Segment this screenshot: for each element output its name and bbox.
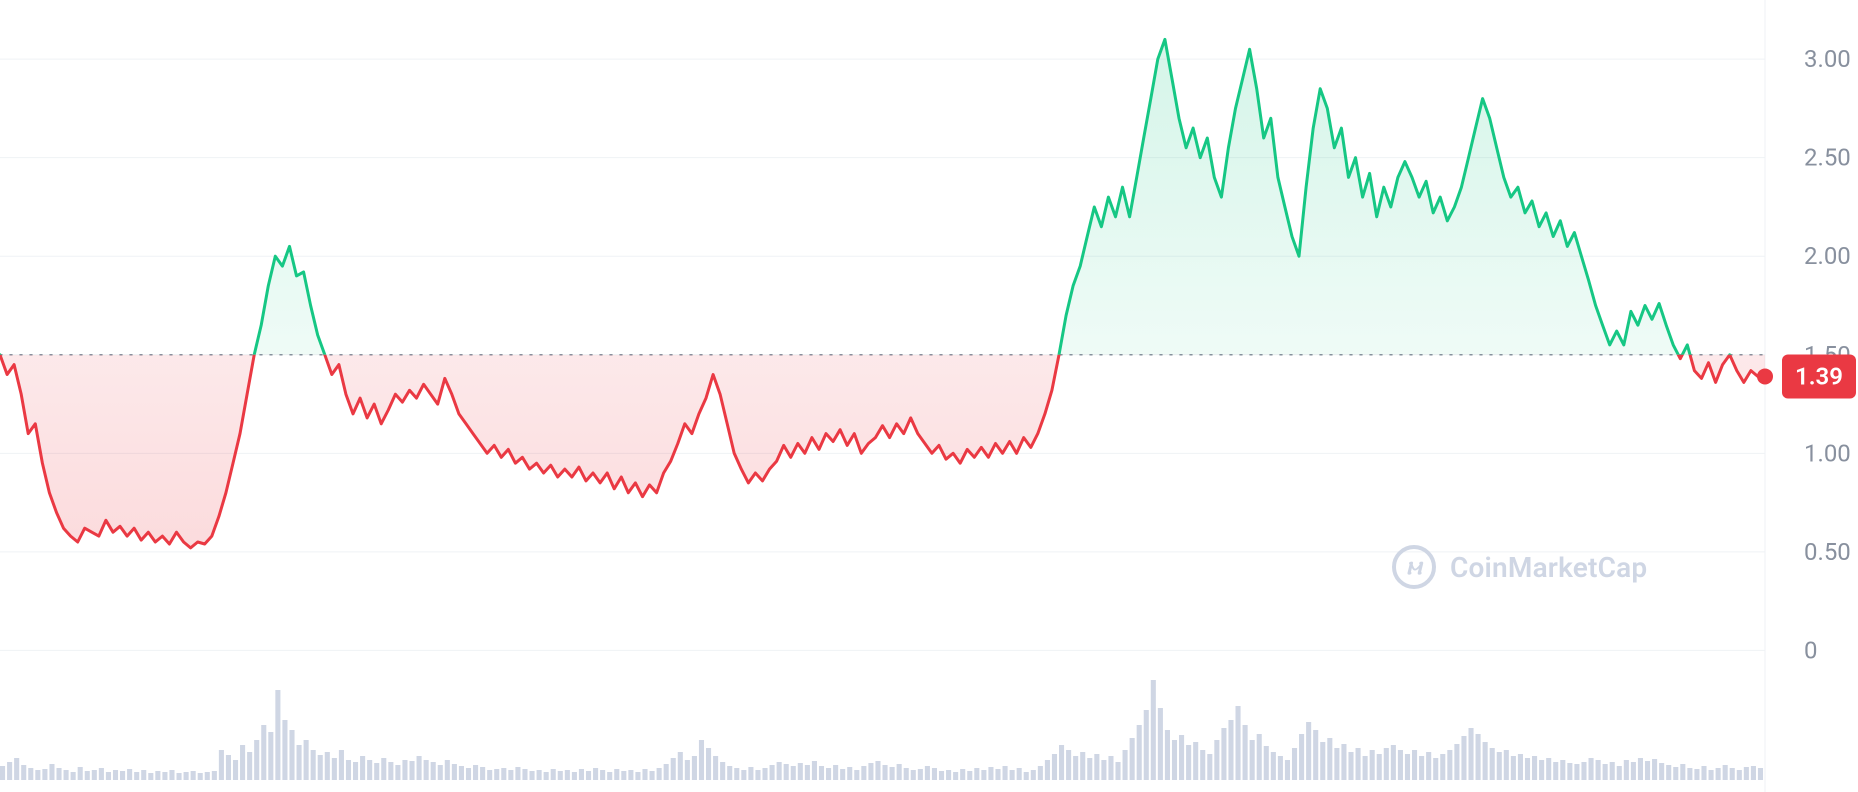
svg-text:2.50: 2.50 <box>1804 144 1851 172</box>
svg-text:0: 0 <box>1804 636 1818 664</box>
svg-text:3.00: 3.00 <box>1804 45 1851 73</box>
current-price-label: 1.39 <box>1795 362 1843 390</box>
volume-bars <box>0 680 1763 780</box>
watermark-text: CoinMarketCap <box>1450 551 1647 584</box>
coinmarketcap-logo-icon: ⲙ <box>1392 545 1436 589</box>
last-price-dot <box>1757 368 1773 384</box>
price-chart-container: 00.501.001.502.002.503.00 JunAugOct22023… <box>0 0 1858 792</box>
svg-text:0.50: 0.50 <box>1804 538 1851 566</box>
svg-text:2.00: 2.00 <box>1804 242 1851 270</box>
svg-text:1.00: 1.00 <box>1804 439 1851 467</box>
chart-svg[interactable]: 00.501.001.502.002.503.00 JunAugOct22023… <box>0 0 1858 792</box>
watermark: ⲙ CoinMarketCap <box>1392 545 1647 589</box>
area-fill <box>0 39 1765 548</box>
current-price-flag: 1.39 <box>1782 354 1856 398</box>
